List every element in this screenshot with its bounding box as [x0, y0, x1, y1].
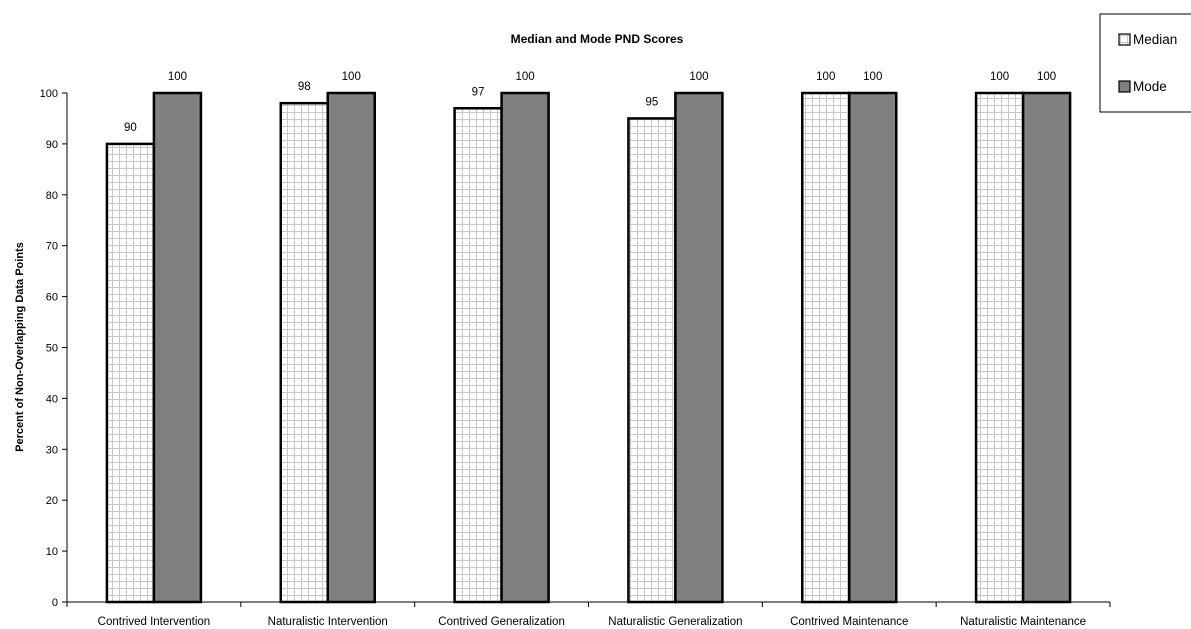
- bar-median: [801, 91, 851, 604]
- data-label: 100: [342, 71, 361, 83]
- chart-title: Median and Mode PND Scores: [511, 32, 684, 46]
- x-axis: Contrived Intervention Naturalistic Inter…: [66, 601, 1111, 628]
- y-tick-label: 100: [40, 88, 58, 100]
- bar-median: [105, 142, 156, 604]
- y-tick-label: 70: [46, 241, 58, 253]
- bar-mode: [500, 91, 550, 604]
- bar-mode: [674, 91, 724, 604]
- data-label: 100: [515, 71, 534, 83]
- y-tick-label: 0: [52, 597, 58, 609]
- x-tick-label: Contrived Generalization: [438, 616, 565, 628]
- data-label: 100: [1037, 71, 1056, 83]
- bar-mode: [848, 91, 898, 604]
- y-axis: 0 10 20 30 40 50 60 70 80 90 100: [40, 88, 68, 609]
- legend-swatch-median: [1118, 33, 1131, 46]
- y-tick-label: 40: [46, 393, 58, 405]
- x-tick-label: Contrived Intervention: [98, 616, 211, 628]
- y-tick-label: 60: [46, 292, 58, 304]
- data-label: 100: [689, 71, 708, 83]
- y-tick-label: 20: [46, 495, 58, 507]
- x-tick-label: Contrived Maintenance: [790, 616, 908, 628]
- y-tick-label: 80: [46, 190, 58, 202]
- bar-median: [974, 91, 1025, 604]
- data-label: 100: [816, 71, 835, 83]
- bar-mode: [1021, 91, 1072, 604]
- legend: Median Mode: [1099, 13, 1191, 113]
- bars: [105, 91, 1072, 604]
- legend-swatch-mode: [1118, 80, 1131, 93]
- data-labels: 90 100 98 100 97 100 95 100 100 100 100 100: [124, 71, 1056, 134]
- data-label: 95: [646, 96, 659, 108]
- bar-mode: [326, 91, 376, 604]
- legend-label-median: Median: [1133, 32, 1177, 47]
- legend-box: [1099, 13, 1191, 113]
- x-tick-label: Naturalistic Generalization: [608, 616, 742, 628]
- y-axis-label: Percent of Non-Overlapping Data Points: [14, 242, 26, 452]
- y-tick-label: 90: [46, 139, 58, 151]
- data-label: 100: [990, 71, 1009, 83]
- data-label: 97: [472, 86, 485, 98]
- bar-mode: [152, 91, 203, 604]
- y-tick-label: 30: [46, 444, 58, 456]
- data-label: 100: [863, 71, 882, 83]
- legend-label-mode: Mode: [1133, 79, 1167, 94]
- x-tick-label: Naturalistic Maintenance: [960, 616, 1086, 628]
- y-tick-label: 50: [46, 343, 58, 355]
- bar-median: [279, 101, 329, 604]
- x-tick-label: Naturalistic Intervention: [268, 616, 388, 628]
- bar-median: [627, 117, 677, 604]
- data-label: 90: [124, 122, 137, 134]
- data-label: 98: [298, 81, 311, 93]
- data-label: 100: [168, 71, 187, 83]
- y-tick-label: 10: [46, 546, 58, 558]
- bar-median: [453, 107, 503, 604]
